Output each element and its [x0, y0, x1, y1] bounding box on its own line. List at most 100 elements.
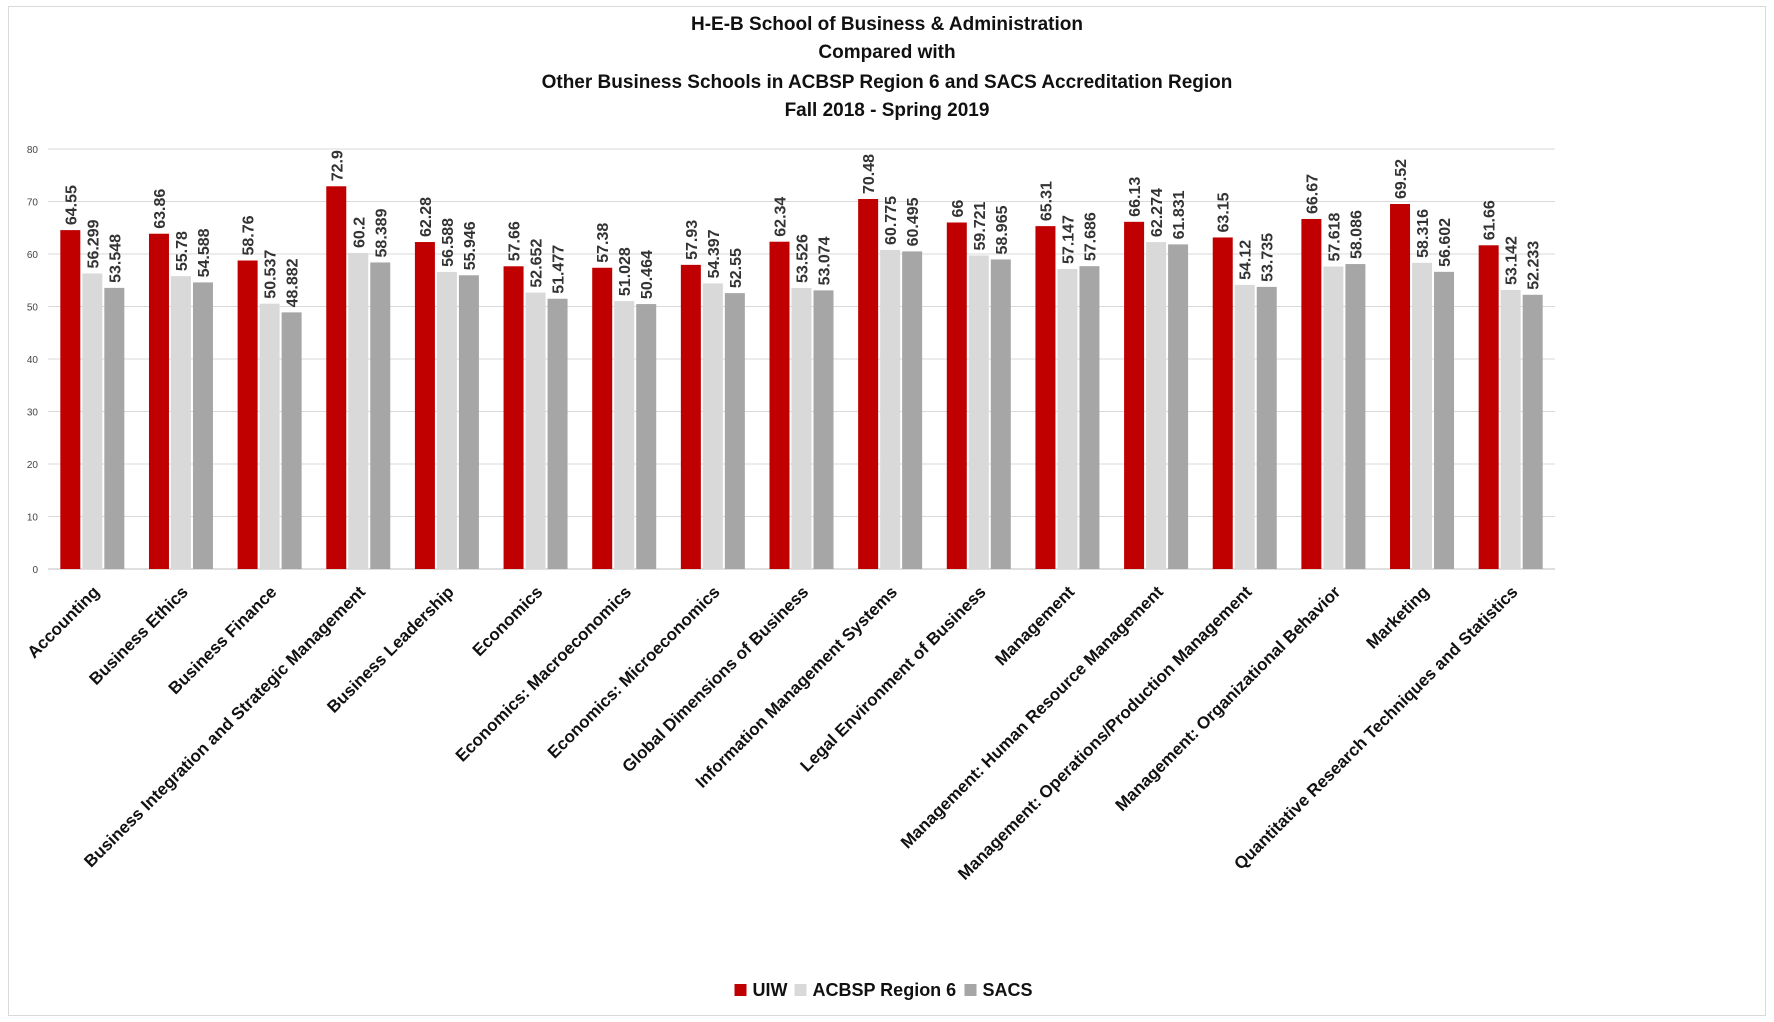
bar	[1057, 268, 1078, 569]
bar	[680, 264, 701, 569]
data-label: 62.34	[773, 197, 790, 237]
bar	[902, 251, 923, 569]
bar	[813, 290, 834, 569]
bar	[1079, 266, 1100, 569]
bar	[1234, 284, 1255, 569]
data-label: 50.464	[639, 250, 656, 299]
y-tick-label: 70	[27, 198, 39, 209]
x-tick-label: Economics: Macroeconomics	[452, 582, 635, 765]
bar	[1323, 266, 1344, 569]
chart-title-line: Fall 2018 - Spring 2019	[785, 100, 990, 121]
bar	[281, 312, 302, 569]
data-label: 52.55	[728, 248, 745, 288]
data-label: 61.831	[1171, 190, 1188, 239]
bar	[547, 298, 568, 569]
bar	[414, 242, 435, 569]
bar	[1146, 242, 1167, 569]
data-label: 57.66	[507, 221, 524, 261]
data-label: 57.147	[1060, 215, 1077, 264]
bar	[880, 249, 901, 569]
data-label: 55.946	[462, 221, 479, 270]
data-label: 58.76	[241, 215, 258, 255]
bar	[458, 275, 479, 569]
x-tick-label: Marketing	[1363, 582, 1433, 652]
x-tick-label: Accounting	[24, 582, 104, 662]
bar	[525, 292, 546, 569]
data-label: 52.652	[529, 239, 546, 288]
bar	[1212, 237, 1233, 569]
bar	[348, 252, 369, 569]
bar	[259, 303, 280, 569]
legend-entry: UIW	[753, 980, 788, 1000]
bar	[990, 259, 1011, 569]
data-label: 56.602	[1437, 218, 1454, 267]
data-label: 54.397	[706, 229, 723, 278]
bar	[237, 260, 258, 569]
data-label: 64.55	[63, 185, 80, 225]
legend-entry: ACBSP Region 6	[813, 980, 957, 1000]
data-label: 53.142	[1504, 236, 1521, 285]
data-label: 54.588	[196, 228, 213, 277]
y-tick-label: 30	[27, 408, 39, 419]
data-label: 58.965	[994, 205, 1011, 254]
data-label: 63.15	[1216, 192, 1233, 232]
y-tick-label: 20	[27, 460, 39, 471]
data-label: 69.52	[1393, 159, 1410, 199]
bar	[724, 293, 745, 569]
bar	[436, 271, 457, 569]
bar	[170, 276, 191, 569]
bar	[1035, 226, 1056, 569]
chart-title-line: Compared with	[818, 42, 955, 63]
x-tick-label: Management	[991, 582, 1078, 669]
data-label: 58.316	[1415, 209, 1432, 258]
bar	[1522, 294, 1543, 569]
data-label: 57.686	[1082, 212, 1099, 261]
x-tick-label: Economics	[469, 582, 547, 660]
bar	[1124, 221, 1145, 569]
y-tick-label: 40	[27, 355, 39, 366]
data-label: 57.93	[684, 220, 701, 260]
x-tick-label: Legal Environment of Business	[797, 582, 990, 775]
data-label: 48.882	[285, 258, 302, 307]
x-tick-label: Economics: Microeconomics	[544, 582, 724, 762]
y-tick-label: 0	[32, 565, 38, 576]
x-tick-label: Information Management Systems	[692, 582, 901, 791]
data-label: 57.618	[1326, 212, 1343, 261]
data-label: 53.526	[795, 234, 812, 283]
data-label: 52.233	[1526, 241, 1543, 290]
bar	[82, 273, 103, 569]
legend-swatch	[794, 984, 807, 996]
data-label: 66	[950, 200, 967, 218]
bar	[60, 230, 81, 570]
y-tick-label: 60	[27, 250, 39, 261]
bar	[1500, 290, 1521, 569]
data-label: 56.588	[440, 218, 457, 267]
chart-frame	[8, 6, 1766, 1016]
y-tick-label: 10	[27, 513, 39, 524]
bar	[968, 255, 989, 569]
data-label: 54.12	[1238, 240, 1255, 280]
data-label: 63.86	[152, 189, 169, 229]
bar	[858, 198, 879, 570]
bar	[946, 222, 967, 569]
data-label: 57.38	[595, 223, 612, 263]
bar	[370, 262, 391, 569]
bar	[1434, 271, 1455, 569]
x-tick-label: Management: Operations/Production Manage…	[954, 582, 1256, 884]
bar	[614, 301, 635, 569]
data-label: 65.31	[1038, 181, 1055, 221]
data-label: 66.13	[1127, 177, 1144, 217]
data-label: 50.537	[263, 250, 280, 299]
bar	[636, 304, 657, 569]
bar	[326, 186, 347, 569]
data-label: 53.548	[107, 234, 124, 283]
chart-title-line: Other Business Schools in ACBSP Region 6…	[542, 72, 1233, 93]
bar	[791, 287, 812, 569]
bar	[592, 267, 613, 569]
bar	[104, 287, 125, 569]
bar	[1390, 204, 1411, 569]
legend-swatch	[964, 984, 977, 996]
data-label: 56.299	[85, 219, 102, 268]
x-tick-label: Global Dimensions of Business	[619, 582, 813, 776]
